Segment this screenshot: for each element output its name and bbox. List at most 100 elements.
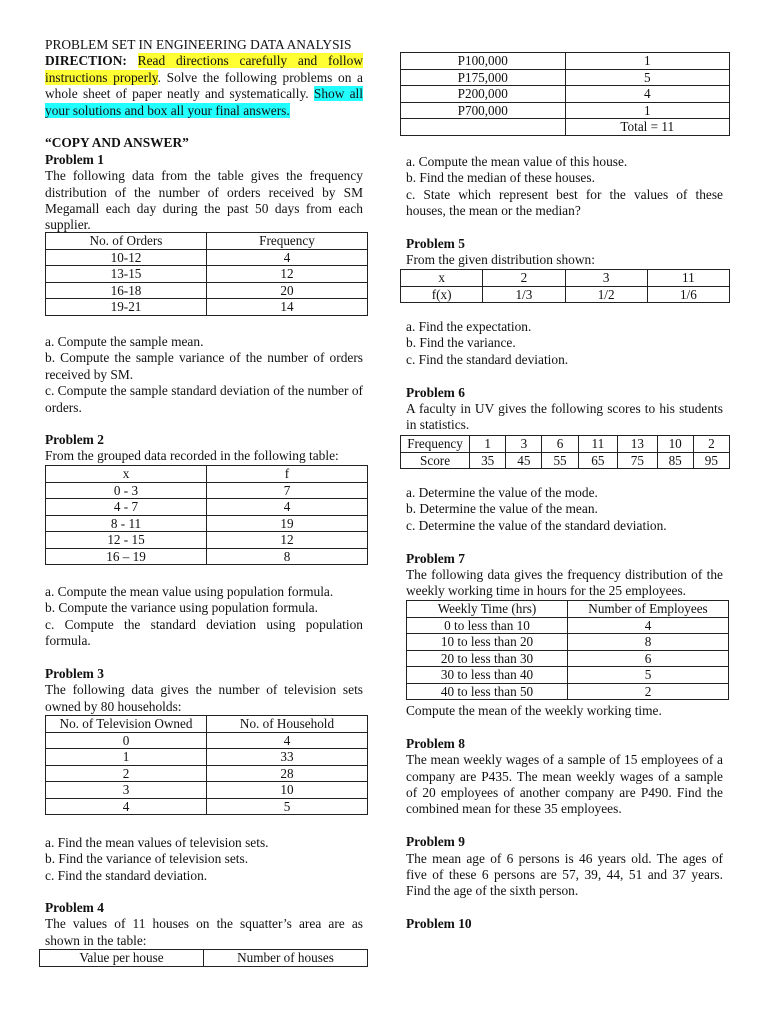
- table-cell: 4: [206, 731, 368, 749]
- table-cell: Frequency: [206, 232, 368, 250]
- table-cell: 1/6: [646, 285, 731, 303]
- table-cell: No. of Orders: [45, 232, 207, 250]
- table-row: Weekly Time (hrs) Number of Employees: [406, 600, 729, 618]
- problem-4-c: c. State which represent best for the va…: [406, 186, 723, 219]
- table-cell: Score: [399, 451, 471, 469]
- table-cell: 85: [656, 451, 694, 469]
- table-cell: 10-12: [45, 248, 207, 266]
- problem-9-text: The mean age of 6 persons is 46 years ol…: [406, 850, 723, 899]
- table-cell: Total = 11: [564, 118, 730, 136]
- table-cell: 28: [206, 764, 368, 782]
- table-cell: 16 – 19: [45, 547, 207, 565]
- table-row: P200,000 4: [400, 85, 730, 103]
- table-cell: 3: [505, 435, 543, 453]
- table-row: 2 28: [45, 764, 368, 782]
- table-cell: x: [399, 269, 484, 287]
- table-cell: 20 to less than 30: [406, 649, 568, 667]
- problem-2-c: c. Compute the standard deviation using …: [45, 616, 363, 649]
- problem-4-title: Problem 4: [45, 900, 104, 915]
- table-row: 40 to less than 50 2: [406, 682, 729, 700]
- table-cell: 4: [206, 248, 368, 266]
- table-cell: Frequency: [399, 435, 471, 453]
- table-cell: 0 to less than 10: [406, 616, 568, 634]
- table-row: 13-15 12: [45, 265, 368, 283]
- table-cell: 8 - 11: [45, 514, 207, 532]
- problem-10-title: Problem 10: [406, 916, 472, 932]
- table-row: P700,000 1: [400, 101, 730, 119]
- table-cell: P100,000: [400, 52, 566, 70]
- problem-8-title: Problem 8: [406, 735, 465, 751]
- problem-5-text: From the given distribution shown:: [406, 252, 595, 268]
- problem-7-text: The following data gives the frequency d…: [406, 567, 723, 599]
- table-cell: 35: [469, 451, 507, 469]
- table-cell: 6: [541, 435, 579, 453]
- direction: DIRECTION: Read directions carefully and…: [45, 53, 363, 119]
- problem-3-table: No. of Television Owned No. of Household 0…: [45, 715, 368, 815]
- table-cell: 5: [206, 797, 368, 815]
- table-cell: f: [206, 465, 368, 483]
- problem-6-c: c. Determine the value of the standard d…: [406, 517, 667, 533]
- table-cell: 1/2: [564, 285, 648, 303]
- problem-6-text: A faculty in UV gives the following scor…: [406, 401, 723, 433]
- problem-1-table: No. of Orders Frequency 10-12 4 13-15 12 16-18…: [45, 232, 368, 316]
- table-row: Value per house Number of houses: [39, 949, 368, 967]
- table-cell: P700,000: [400, 101, 566, 119]
- table-cell: 10: [656, 435, 694, 453]
- problem-7-after: Compute the mean of the weekly working t…: [406, 703, 662, 718]
- table-row: 12 - 15 12: [45, 531, 368, 549]
- table-cell: 1: [564, 101, 730, 119]
- table-cell: 2: [692, 435, 731, 453]
- problem-4-b: b. Find the median of these houses.: [406, 170, 595, 186]
- table-row: 8 - 11 19: [45, 514, 368, 532]
- table-cell: Number of houses: [203, 949, 368, 967]
- table-cell: 1: [469, 435, 507, 453]
- problem-2-title: Problem 2: [45, 432, 104, 447]
- table-cell: 0: [45, 731, 207, 749]
- table-cell: 2: [567, 682, 729, 700]
- table-row: 16 – 19 8: [45, 547, 368, 565]
- table-cell: 30 to less than 40: [406, 666, 568, 684]
- table-cell: No. of Household: [206, 715, 368, 733]
- table-cell: 5: [567, 666, 729, 684]
- table-cell: 75: [617, 451, 658, 469]
- table-cell: Weekly Time (hrs): [406, 600, 568, 618]
- problem-7-title: Problem 7: [406, 550, 465, 566]
- table-row: P175,000 5: [400, 68, 730, 86]
- problem-8-text: The mean weekly wages of a sample of 15 …: [406, 752, 723, 817]
- table-row: Frequency 1 3 6 11 13 10 2: [399, 435, 731, 453]
- problem-6-a: a. Determine the value of the mode.: [406, 485, 598, 500]
- table-row: f(x) 1/3 1/2 1/6: [399, 285, 731, 303]
- table-cell: 12: [206, 531, 368, 549]
- table-row: 1 33: [45, 748, 368, 766]
- problem-3-a: a. Find the mean values of television se…: [45, 835, 269, 850]
- header: PROBLEM SET IN ENGINEERING DATA ANALYSIS…: [45, 37, 363, 234]
- table-row: 10 to less than 20 8: [406, 633, 729, 651]
- table-cell: Number of Employees: [567, 600, 729, 618]
- problem-6-title: Problem 6: [406, 384, 465, 400]
- table-cell: No. of Television Owned: [45, 715, 207, 733]
- problem-3-c: c. Find the standard deviation.: [45, 867, 208, 883]
- table-cell: 33: [206, 748, 368, 766]
- table-row: 0 to less than 10 4: [406, 616, 729, 634]
- problem-5-title: Problem 5: [406, 236, 465, 252]
- table-cell: 40 to less than 50: [406, 682, 568, 700]
- problem-1-title: Problem 1: [45, 151, 104, 167]
- table-cell: 4: [567, 616, 729, 634]
- problem-5-b: b. Find the variance.: [406, 335, 516, 351]
- table-row: 16-18 20: [45, 281, 368, 299]
- problem-2-a: a. Compute the mean value using populati…: [45, 584, 334, 599]
- table-cell: 19: [206, 514, 368, 532]
- table-cell: 1: [45, 748, 207, 766]
- problem-3-title: Problem 3: [45, 666, 104, 681]
- table-cell: 14: [206, 298, 368, 316]
- table-cell: 19-21: [45, 298, 207, 316]
- table-cell: 8: [206, 547, 368, 565]
- table-cell: 5: [564, 68, 730, 86]
- table-row: No. of Television Owned No. of Household: [45, 715, 368, 733]
- table-cell: 13: [617, 435, 658, 453]
- document-title: PROBLEM SET IN ENGINEERING DATA ANALYSIS: [45, 37, 352, 52]
- table-cell: 2: [45, 764, 207, 782]
